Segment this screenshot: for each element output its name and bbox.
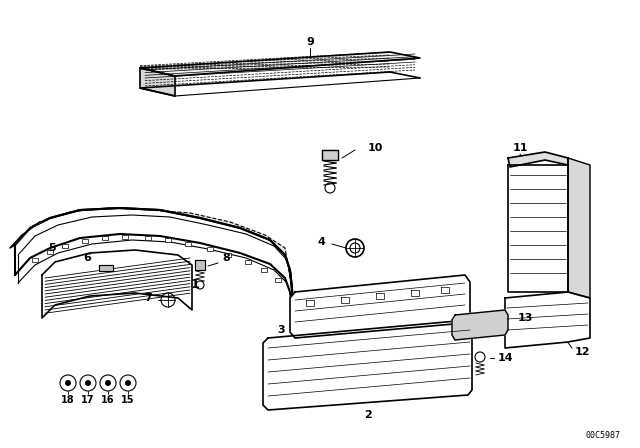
Circle shape — [475, 352, 485, 362]
Circle shape — [125, 380, 131, 386]
Circle shape — [105, 380, 111, 386]
Bar — [225, 253, 231, 257]
Polygon shape — [263, 320, 472, 410]
Polygon shape — [306, 301, 314, 306]
Bar — [261, 268, 267, 272]
Polygon shape — [568, 158, 590, 298]
Circle shape — [196, 281, 204, 289]
Text: 10: 10 — [368, 143, 383, 153]
Polygon shape — [376, 293, 384, 300]
Polygon shape — [140, 68, 175, 96]
Bar — [102, 236, 108, 240]
Bar — [207, 247, 213, 251]
Text: 14: 14 — [498, 353, 514, 363]
Circle shape — [85, 380, 91, 386]
Bar — [185, 242, 191, 246]
Bar — [82, 239, 88, 243]
Polygon shape — [508, 152, 568, 167]
Text: 4: 4 — [317, 237, 325, 247]
Bar — [165, 238, 171, 242]
Circle shape — [120, 375, 136, 391]
Text: 16: 16 — [101, 395, 115, 405]
Text: 6: 6 — [83, 253, 91, 263]
Polygon shape — [15, 208, 292, 290]
Text: 3: 3 — [277, 325, 285, 335]
Polygon shape — [508, 165, 568, 292]
Bar — [32, 258, 38, 262]
Text: 13: 13 — [518, 313, 533, 323]
Polygon shape — [140, 52, 420, 76]
Polygon shape — [15, 208, 292, 310]
Text: 2: 2 — [364, 410, 372, 420]
Circle shape — [65, 380, 71, 386]
Text: 18: 18 — [61, 395, 75, 405]
Text: 1: 1 — [191, 279, 200, 292]
Bar — [275, 278, 281, 282]
Polygon shape — [195, 260, 205, 270]
Text: 11: 11 — [512, 143, 528, 153]
Polygon shape — [290, 275, 470, 338]
Bar — [145, 236, 151, 240]
Polygon shape — [411, 290, 419, 296]
Bar — [62, 244, 68, 248]
Bar — [47, 250, 53, 254]
Text: 9: 9 — [306, 37, 314, 47]
Text: 12: 12 — [575, 347, 591, 357]
Bar — [245, 260, 251, 264]
Text: 5: 5 — [48, 243, 56, 253]
Polygon shape — [452, 310, 508, 340]
Text: 7: 7 — [144, 293, 152, 303]
Polygon shape — [441, 287, 449, 293]
Polygon shape — [505, 292, 590, 348]
Bar — [122, 235, 128, 239]
Circle shape — [60, 375, 76, 391]
Polygon shape — [10, 222, 40, 248]
Polygon shape — [99, 265, 113, 271]
Polygon shape — [322, 150, 338, 160]
Text: 17: 17 — [81, 395, 95, 405]
Circle shape — [80, 375, 96, 391]
Polygon shape — [341, 297, 349, 303]
Circle shape — [100, 375, 116, 391]
Text: 00C5987: 00C5987 — [585, 431, 620, 440]
Polygon shape — [42, 250, 192, 318]
Text: 15: 15 — [121, 395, 135, 405]
Text: 8: 8 — [222, 253, 230, 263]
